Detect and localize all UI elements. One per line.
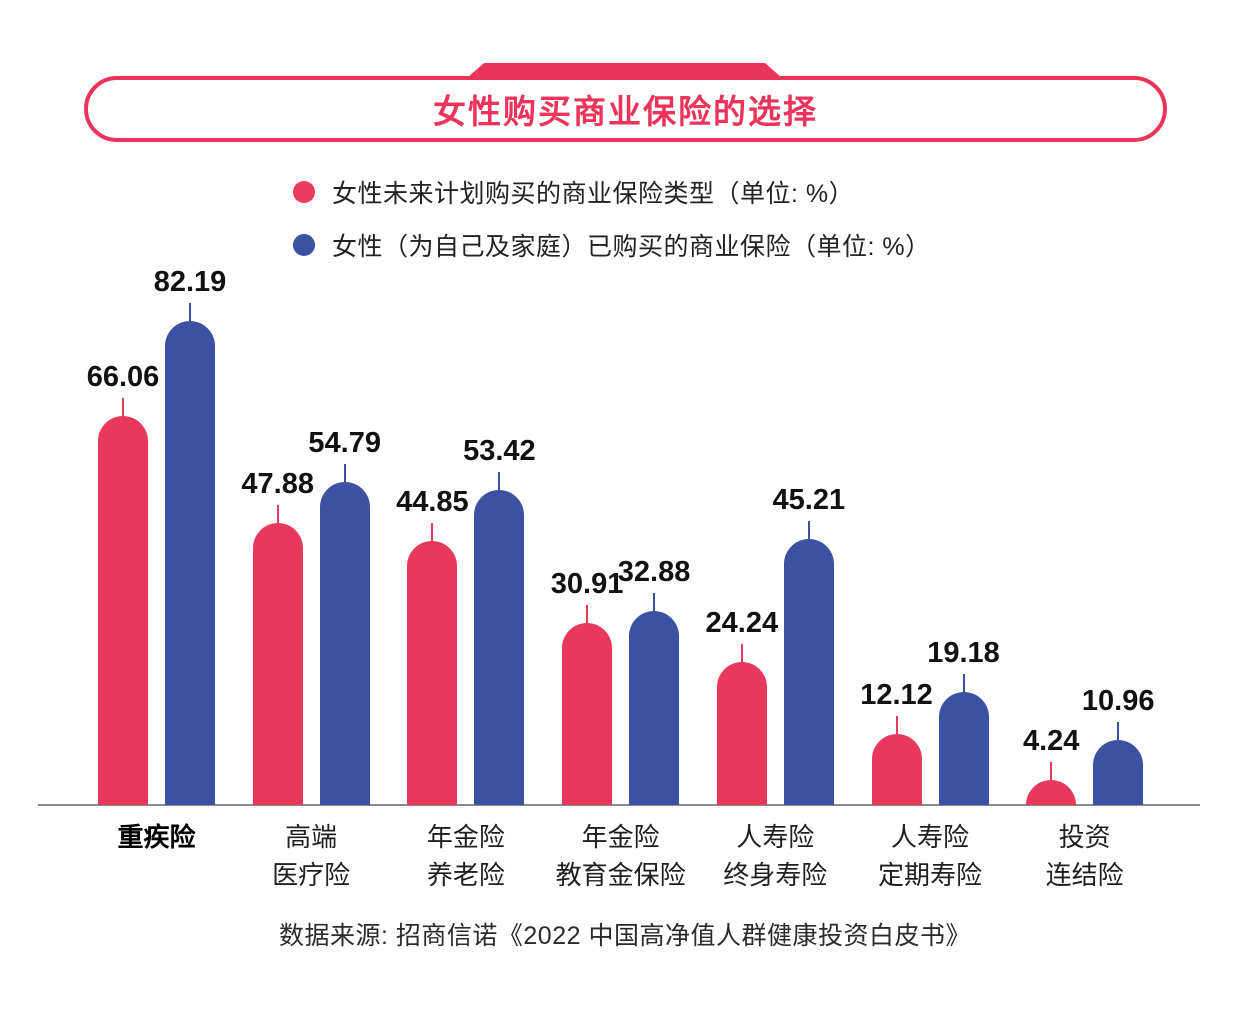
data-source-text: 数据来源: 招商信诺《2022 中国高净值人群健康投资白皮书》 [279, 922, 971, 950]
legend-label-owned: 女性（为自己及家庭）已购买的商业保险（单位: %） [332, 233, 931, 261]
category-label-line: 年金险 [426, 822, 505, 852]
bar-owned-0 [165, 321, 215, 805]
legend-label-planned: 女性未来计划购买的商业保险类型（单位: %） [332, 180, 855, 208]
value-label: 4.24 [1022, 725, 1080, 757]
bar-needle [653, 593, 656, 611]
category-label-3: 年金险 教育金保险 [526, 818, 716, 894]
bar-needle [122, 398, 124, 416]
category-label-line: 终身寿险 [723, 860, 828, 890]
bar-planned-4 [716, 662, 767, 805]
value-label: 19.18 [927, 637, 1000, 669]
page-title: 女性购买商业保险的选择 [433, 93, 818, 130]
bar-needle [276, 505, 279, 523]
value-label: 54.79 [308, 427, 381, 459]
value-label: 10.96 [1081, 685, 1155, 717]
value-label: 12.12 [860, 679, 933, 711]
value-label: 45.21 [772, 484, 846, 516]
category-label-line: 教育金保险 [555, 860, 686, 890]
value-label: 53.42 [463, 435, 536, 467]
blue-dot-icon [293, 234, 315, 256]
bar-owned-5 [938, 692, 989, 805]
category-label-line: 定期寿险 [877, 860, 982, 890]
category-label-line: 投资 [1058, 822, 1111, 852]
bar-owned-1 [319, 482, 370, 805]
bar-needle [343, 464, 346, 482]
value-label: 47.88 [241, 468, 314, 500]
category-label-1: 高端 医疗险 [216, 818, 406, 894]
bar-needle [740, 644, 743, 662]
bar-needle [962, 674, 965, 692]
category-label-line: 人寿险 [890, 822, 969, 852]
value-label: 32.88 [617, 556, 691, 588]
category-label-5: 人寿险 定期寿险 [835, 818, 1025, 894]
legend-item-planned: 女性未来计划购买的商业保险类型（单位: %） [293, 174, 931, 210]
category-label-0: 重疾险 [62, 818, 252, 856]
value-label: 82.19 [153, 266, 227, 298]
category-label-6: 投资 连结险 [990, 818, 1180, 894]
category-label-line: 医疗险 [272, 860, 351, 890]
bar-needle [895, 716, 898, 734]
category-label-line: 重疾险 [117, 822, 196, 852]
title-banner: 女性购买商业保险的选择 [84, 76, 1167, 142]
category-label-line: 人寿险 [736, 822, 815, 852]
bar-needle [1050, 762, 1053, 780]
value-label: 44.85 [396, 486, 469, 518]
bar-needle [189, 303, 191, 321]
x-axis-line [38, 804, 1200, 806]
value-label: 30.91 [550, 568, 624, 600]
bar-owned-3 [629, 611, 680, 805]
bar-needle [807, 521, 810, 539]
bar-planned-6 [1026, 780, 1077, 805]
title-banner-tab [467, 63, 782, 78]
chart-legend: 女性未来计划购买的商业保险类型（单位: %） 女性（为自己及家庭）已购买的商业保… [293, 174, 931, 263]
bar-owned-4 [783, 539, 834, 805]
category-label-line: 高端 [285, 822, 338, 852]
value-label: 66.06 [86, 361, 160, 393]
bar-needle [586, 605, 589, 623]
category-label-line: 养老险 [426, 860, 505, 890]
pink-dot-icon [293, 181, 315, 203]
bar-needle [431, 523, 434, 541]
bar-planned-1 [252, 523, 303, 805]
category-label-line: 连结险 [1045, 860, 1124, 890]
bar-planned-3 [562, 623, 613, 805]
bar-planned-2 [407, 541, 458, 805]
bar-owned-2 [474, 490, 525, 805]
bar-planned-5 [871, 734, 922, 805]
category-label-line: 年金险 [581, 822, 660, 852]
category-label-2: 年金险 养老险 [371, 818, 561, 894]
bar-needle [1117, 722, 1120, 740]
legend-item-owned: 女性（为自己及家庭）已购买的商业保险（单位: %） [293, 227, 931, 263]
category-label-4: 人寿险 终身寿险 [680, 818, 870, 894]
bar-needle [498, 472, 501, 490]
bar-owned-6 [1093, 740, 1144, 805]
bar-planned-0 [98, 416, 148, 805]
value-label: 24.24 [705, 607, 779, 639]
